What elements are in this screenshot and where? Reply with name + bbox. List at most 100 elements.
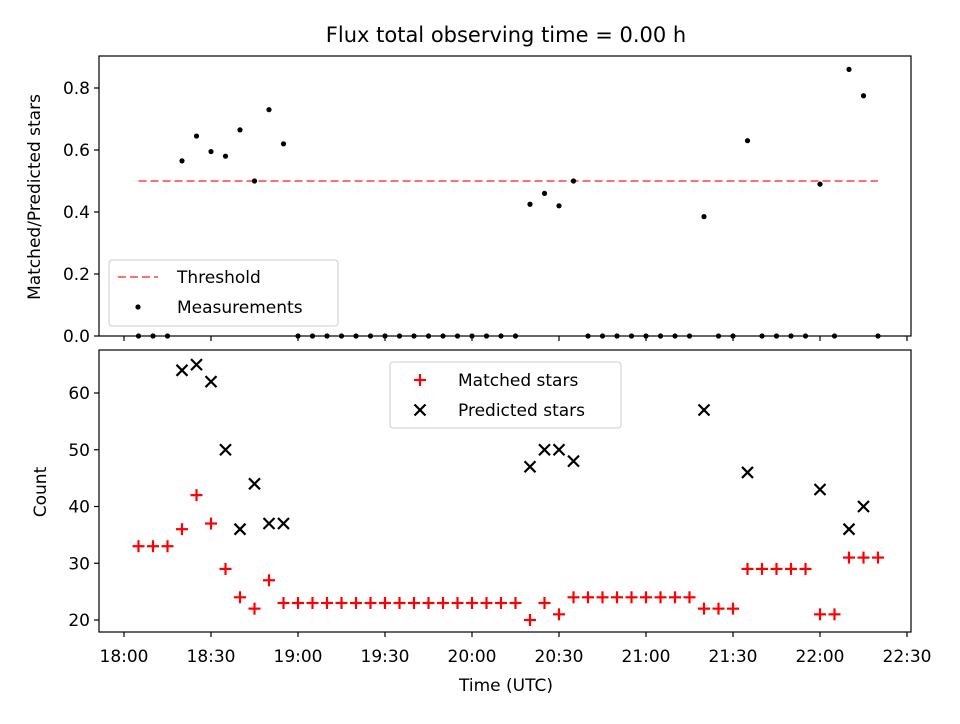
matched-star-point	[176, 523, 188, 536]
measurement-point	[744, 138, 751, 144]
matched-star-point	[379, 596, 391, 609]
matched-star-point	[190, 489, 203, 502]
matched-star-point	[393, 596, 406, 609]
matched-star-point	[698, 602, 710, 615]
legend-threshold-label: Threshold	[176, 268, 261, 288]
measurement-point	[846, 66, 852, 72]
x-tick-label: 19:30	[361, 647, 410, 667]
x-tick-label: 22:30	[883, 647, 932, 667]
legend-predicted-label: Predicted stars	[458, 401, 585, 421]
x-tick-label: 22:00	[796, 647, 845, 667]
top-panel-frame	[98, 55, 912, 337]
measurement-point	[860, 93, 867, 99]
bottom-legend-box	[389, 361, 622, 429]
matched-star-point	[234, 591, 246, 604]
predicted-star-point	[813, 483, 827, 496]
measurement-point	[208, 148, 214, 155]
measurement-point	[701, 214, 707, 220]
matched-star-point	[205, 517, 217, 530]
x-tick-label: 18:30	[187, 647, 236, 667]
legend-predicted-swatch	[413, 403, 427, 417]
matched-star-point	[408, 596, 420, 609]
legend-measurements-label: Measurements	[177, 298, 303, 318]
top-y-tick-label: 0.2	[63, 265, 90, 285]
matched-star-point	[350, 596, 362, 609]
matched-star-point	[509, 596, 522, 609]
measurement-point	[556, 203, 562, 209]
matched-star-point	[872, 551, 884, 564]
bottom-y-axis-label: Count	[31, 466, 51, 517]
x-tick-label: 19:00	[274, 647, 323, 667]
matched-star-point	[741, 562, 754, 575]
legend-measurements-swatch	[135, 304, 141, 310]
matched-star-point	[712, 602, 725, 615]
matched-star-point	[582, 591, 594, 604]
x-tick-label: 20:30	[535, 647, 584, 667]
matched-star-point	[814, 608, 826, 621]
predicted-star-point	[277, 517, 290, 530]
measurement-point	[193, 133, 200, 139]
matched-star-point	[480, 596, 493, 609]
legend-matched-swatch	[414, 374, 426, 386]
matched-star-point	[669, 591, 681, 604]
predicted-star-point	[857, 500, 870, 513]
matched-star-point	[132, 540, 145, 553]
matched-star-point	[321, 596, 333, 609]
matched-star-point	[364, 596, 377, 609]
predicted-star-point	[248, 477, 261, 491]
matched-star-point	[437, 596, 449, 609]
bottom-panel-frame	[98, 349, 912, 633]
matched-star-point	[640, 591, 652, 604]
measurement-point	[570, 178, 577, 184]
predicted-star-point	[538, 443, 551, 457]
predicted-star-point	[523, 460, 537, 474]
measurement-point	[817, 181, 823, 187]
predicted-star-point	[204, 375, 218, 388]
predicted-star-point	[190, 358, 203, 371]
top-y-tick-label: 0.8	[63, 79, 90, 99]
bottom-y-tick-label: 60	[68, 384, 90, 404]
matched-star-point	[596, 591, 609, 604]
measurement-point	[541, 190, 548, 196]
matched-star-point	[756, 562, 768, 575]
predicted-star-point	[697, 403, 711, 417]
top-legend-box	[108, 259, 339, 327]
x-tick-label: 21:30	[709, 647, 758, 667]
legend-matched-label: Matched stars	[458, 371, 578, 391]
measurement-point	[237, 127, 243, 133]
matched-star-point	[799, 562, 812, 575]
matched-star-point	[553, 608, 565, 621]
top-panel-plot-area: 0.0 0.2 0.4 0.6 0.8 Threshold Measurements	[63, 55, 912, 347]
predicted-star-point	[741, 466, 754, 479]
chart-title: Flux total observing time = 0.00 h	[326, 23, 686, 47]
matched-star-point	[727, 602, 739, 615]
matched-star-point	[292, 596, 304, 609]
matched-star-point	[654, 591, 667, 604]
bottom-y-tick-label: 40	[68, 498, 90, 518]
matched-star-point	[683, 591, 696, 604]
matched-star-point	[263, 574, 275, 587]
measurement-point	[179, 158, 185, 164]
x-tick-label: 18:00	[100, 647, 149, 667]
predicted-star-point	[175, 364, 189, 377]
predicted-star-point	[552, 443, 566, 457]
matched-star-point	[422, 596, 435, 609]
matched-star-point	[335, 596, 348, 609]
matched-star-point	[277, 596, 290, 609]
matched-star-point	[625, 591, 638, 604]
matched-star-point	[567, 591, 580, 604]
measurement-point	[251, 178, 258, 184]
measurement-point	[222, 153, 229, 159]
top-y-tick-label: 0.0	[63, 327, 90, 347]
predicted-star-point	[219, 443, 232, 457]
matched-star-point	[219, 562, 232, 575]
matched-star-point	[538, 596, 551, 609]
top-y-tick-label: 0.6	[63, 141, 90, 161]
matched-star-point	[828, 608, 841, 621]
bottom-y-tick-label: 50	[68, 441, 90, 461]
matched-star-point	[770, 562, 783, 575]
matched-star-point	[843, 551, 855, 564]
bottom-panel-plot-area: 20 30 40 50 60 18:00 18:30 19:00 19:30 20:00 20:30…	[68, 349, 932, 667]
